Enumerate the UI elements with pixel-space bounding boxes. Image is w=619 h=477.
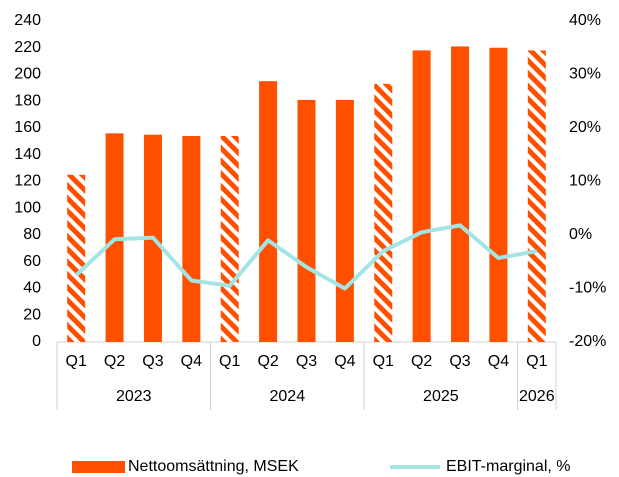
- y-tick-label: 0: [32, 333, 41, 350]
- x-tick-label: Q2: [257, 353, 278, 370]
- x-tick-label: Q3: [296, 353, 317, 370]
- bar: [335, 99, 354, 342]
- y-tick-label: 40: [23, 280, 41, 297]
- group-label: 2026: [519, 388, 555, 405]
- bar: [527, 50, 546, 343]
- x-tick-label: Q1: [373, 353, 394, 370]
- bar: [412, 50, 431, 343]
- x-tick-label: Q2: [411, 353, 432, 370]
- y2-tick-label: -10%: [569, 280, 606, 297]
- bar: [182, 136, 201, 342]
- x-tick-label: Q3: [142, 353, 163, 370]
- bar: [67, 174, 86, 342]
- bar: [451, 46, 470, 342]
- group-label: 2023: [116, 388, 152, 405]
- y2-tick-label: 30%: [569, 66, 601, 83]
- x-tick-label: Q1: [66, 353, 87, 370]
- x-tick-label: Q1: [526, 353, 547, 370]
- line: [74, 223, 538, 291]
- y-tick-label: 100: [14, 199, 41, 216]
- y2-tick-label: -20%: [569, 333, 606, 350]
- y2-tick-label: 10%: [569, 173, 601, 190]
- y2-tick-label: 0%: [569, 226, 592, 243]
- legend-swatch: [72, 461, 125, 473]
- y-tick-label: 140: [14, 146, 41, 163]
- bar: [297, 99, 316, 342]
- y2-tick-label: 20%: [569, 119, 601, 136]
- x-tick-label: Q4: [181, 353, 202, 370]
- legend-label: EBIT-marginal, %: [446, 458, 570, 475]
- group-label: 2024: [270, 388, 306, 405]
- y-tick-label: 80: [23, 226, 41, 243]
- y-tick-label: 220: [14, 39, 41, 56]
- y-tick-label: 240: [14, 12, 41, 29]
- x-tick-label: Q3: [449, 353, 470, 370]
- x-tick-label: Q1: [219, 353, 240, 370]
- y-tick-label: 20: [23, 306, 41, 323]
- y2-tick-label: 40%: [569, 12, 601, 29]
- bar: [220, 136, 239, 342]
- y-tick-label: 60: [23, 253, 41, 270]
- bar: [489, 47, 508, 342]
- bar: [374, 83, 393, 343]
- y-tick-label: 180: [14, 92, 41, 109]
- x-tick-label: Q2: [104, 353, 125, 370]
- legend-label: Nettoomsättning, MSEK: [128, 458, 299, 475]
- group-label: 2025: [423, 388, 459, 405]
- bar: [259, 81, 278, 342]
- y-tick-label: 200: [14, 66, 41, 83]
- x-tick-label: Q4: [488, 353, 509, 370]
- y-tick-label: 160: [14, 119, 41, 136]
- y-tick-label: 120: [14, 173, 41, 190]
- x-tick-label: Q4: [334, 353, 355, 370]
